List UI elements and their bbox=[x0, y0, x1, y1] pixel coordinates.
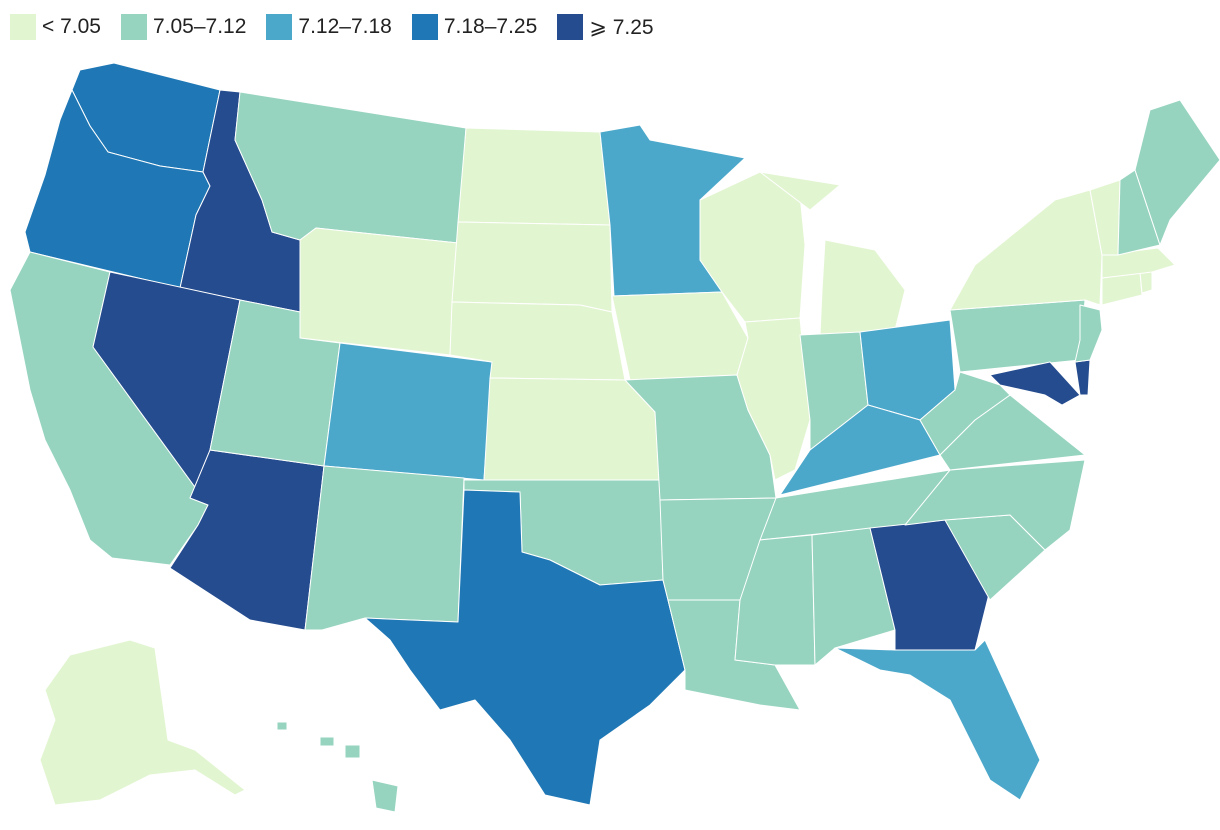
legend-swatch bbox=[557, 14, 584, 40]
legend-item-bin-2: 7.05–7.12 bbox=[120, 14, 247, 40]
state-montana[interactable] bbox=[234, 91, 467, 244]
legend: < 7.05 7.05–7.12 7.12–7.18 7.18–7.25 ⩾ 7… bbox=[10, 10, 674, 44]
state-north-dakota[interactable] bbox=[457, 127, 611, 226]
state-alaska[interactable] bbox=[39, 639, 246, 806]
state-new-york[interactable] bbox=[949, 189, 1103, 311]
state-west-virginia[interactable] bbox=[919, 371, 1011, 456]
legend-label: 7.18–7.25 bbox=[443, 15, 538, 38]
state-iowa[interactable] bbox=[611, 291, 749, 381]
legend-swatch bbox=[10, 14, 36, 40]
state-new-mexico[interactable] bbox=[304, 465, 465, 631]
legend-swatch bbox=[266, 14, 293, 40]
state-maine[interactable] bbox=[1134, 99, 1220, 246]
state-texas[interactable] bbox=[364, 489, 686, 806]
state-kansas[interactable] bbox=[483, 377, 661, 481]
states-layer bbox=[9, 62, 1220, 813]
legend-label: ⩾ 7.25 bbox=[589, 15, 654, 39]
state-delaware[interactable] bbox=[1074, 359, 1091, 396]
legend-item-bin-1: < 7.05 bbox=[10, 14, 101, 40]
state-colorado[interactable] bbox=[323, 342, 493, 481]
state-north-carolina[interactable] bbox=[904, 459, 1086, 551]
state-massachusetts[interactable] bbox=[1101, 247, 1176, 279]
state-maryland[interactable] bbox=[989, 361, 1081, 406]
legend-label: 7.05–7.12 bbox=[152, 15, 247, 38]
state-new-jersey[interactable] bbox=[1074, 304, 1103, 363]
legend-item-bin-5: ⩾ 7.25 bbox=[557, 14, 654, 40]
legend-label: < 7.05 bbox=[42, 15, 101, 38]
state-wyoming[interactable] bbox=[299, 227, 459, 356]
state-rhode-island[interactable] bbox=[1139, 271, 1153, 294]
state-south-dakota[interactable] bbox=[451, 221, 613, 313]
state-pennsylvania[interactable] bbox=[949, 299, 1086, 373]
legend-item-bin-3: 7.12–7.18 bbox=[266, 14, 392, 40]
state-hawaii[interactable] bbox=[276, 721, 399, 813]
legend-swatch bbox=[120, 14, 147, 40]
legend-item-bin-4: 7.18–7.25 bbox=[411, 14, 538, 40]
legend-swatch bbox=[411, 14, 438, 40]
state-florida[interactable] bbox=[834, 639, 1041, 801]
legend-label: 7.12–7.18 bbox=[298, 15, 392, 38]
state-alabama[interactable] bbox=[811, 527, 896, 666]
